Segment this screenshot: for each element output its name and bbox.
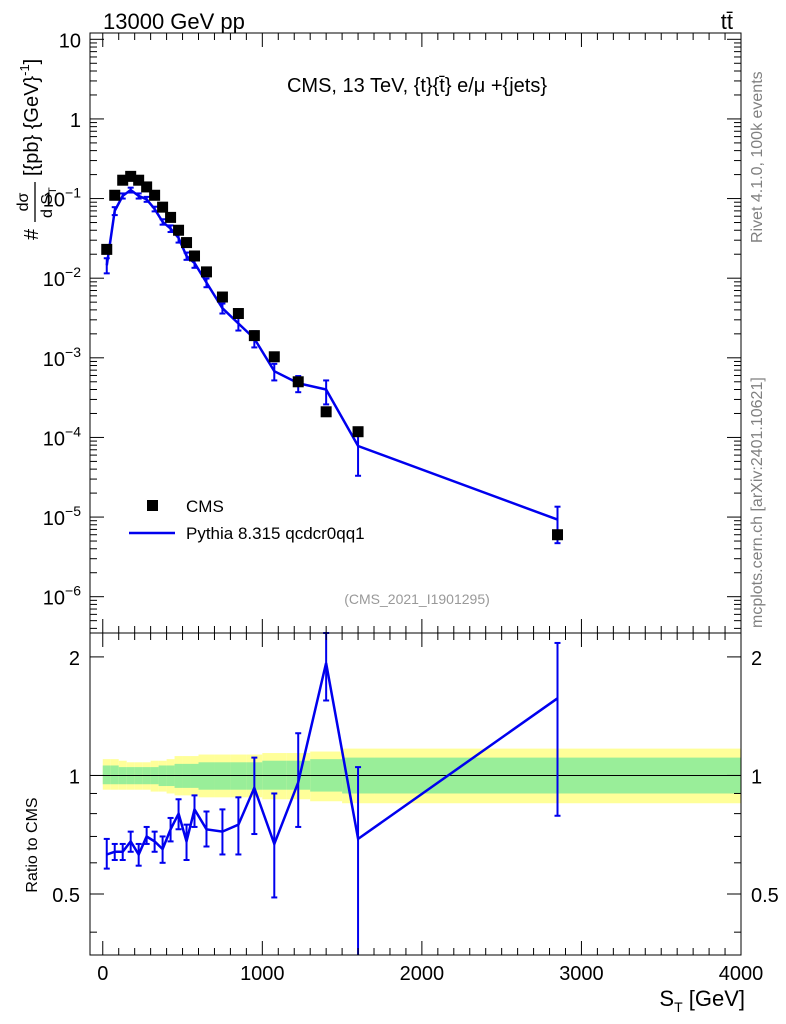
data-point — [133, 174, 145, 186]
y-tick-label-exponent: −6 — [65, 583, 81, 599]
x-label-main: S — [659, 986, 674, 1011]
y-tick-label: 10 — [59, 30, 81, 52]
x-label-sub: T — [674, 999, 683, 1015]
y-tick-label: 10−4 — [43, 423, 81, 450]
y-tick-label-exponent: −3 — [65, 344, 81, 360]
data-point — [248, 330, 260, 342]
y-label-denominator: d S — [39, 194, 56, 218]
data-point — [109, 189, 121, 201]
x-label-unit: [GeV] — [683, 986, 745, 1011]
y-tick-label: 10−5 — [43, 503, 81, 530]
ratio-stat-band — [198, 762, 215, 790]
header-left: 13000 GeV pp — [103, 9, 245, 34]
chart-title: CMS, 13 TeV, {t}{t̄} e/μ +{jets} — [287, 75, 547, 97]
ratio-stat-band — [110, 765, 119, 785]
y-tick-label: 10−1 — [43, 185, 81, 212]
svg-text:dσ: dσ — [15, 192, 32, 211]
data-point — [141, 181, 153, 193]
y-axis-label: # dσ d ST [{pb} {GeV}-1] — [15, 59, 59, 240]
y-label-prefix: # — [21, 228, 43, 240]
y-tick-label-base: 10 — [43, 588, 65, 610]
data-point — [216, 291, 228, 303]
x-tick-label: 2000 — [400, 963, 445, 985]
ratio-y-tick-label-right: 2 — [751, 648, 762, 670]
ratio-y-tick-label: 0.5 — [52, 885, 80, 907]
y-tick-label-base: 10 — [43, 428, 65, 450]
y-label-unit: [{pb} {GeV} — [21, 76, 43, 176]
y-label-numerator: dσ — [15, 192, 32, 211]
x-tick-label: 0 — [97, 963, 108, 985]
y-tick-label-base: 10 — [43, 508, 65, 530]
data-point — [189, 250, 201, 262]
y-label-unit-sup: -1 — [17, 64, 32, 76]
ratio-y-label: Ratio to CMS — [24, 797, 41, 892]
header-right: tt̄ — [721, 9, 733, 34]
y-label-close: ] — [21, 59, 43, 65]
main-frame — [89, 32, 742, 634]
y-tick-label-base: 10 — [43, 269, 65, 291]
ratio-y-tick-label-right: 0.5 — [751, 885, 779, 907]
data-point — [232, 308, 244, 320]
legend-label-pythia: Pythia 8.315 qcdcr0qq1 — [186, 524, 365, 543]
y-tick-label: 10−6 — [43, 583, 81, 610]
legend: CMS Pythia 8.315 qcdcr0qq1 — [129, 497, 365, 543]
ratio-y-tick-label: 1 — [69, 766, 80, 788]
data-point — [268, 351, 280, 363]
y-tick-label: 1 — [70, 110, 81, 132]
y-tick-label-exponent: −4 — [65, 423, 81, 439]
rivet-label: Rivet 4.1.0, 100k events — [749, 71, 766, 243]
y-tick-label-base: 10 — [43, 349, 65, 371]
data-point — [157, 201, 169, 213]
y-label-denominator-sub: T — [47, 187, 59, 194]
x-axis-label: ST [GeV] — [659, 986, 745, 1015]
ratio-stat-band — [102, 765, 111, 785]
y-tick-label-base: 10 — [43, 190, 65, 212]
data-point — [149, 189, 161, 201]
mcplots-label: mcplots.cern.ch [arXiv:2401.10621] — [749, 377, 766, 628]
ratio-stat-band — [230, 762, 247, 790]
data-point — [125, 170, 137, 182]
y-tick-label-exponent: −5 — [65, 503, 81, 519]
data-point — [101, 243, 113, 255]
svg-text:[{pb} {GeV}-1]: [{pb} {GeV}-1] — [17, 59, 43, 176]
ratio-y-tick-label-right: 1 — [751, 766, 762, 788]
legend-label-cms: CMS — [186, 497, 224, 516]
y-tick-label-exponent: −1 — [65, 185, 81, 201]
mc-series-line — [105, 188, 558, 521]
y-tick-label-exponent: −2 — [65, 264, 81, 280]
data-point — [352, 426, 364, 438]
svg-text:#: # — [21, 228, 43, 240]
data-point — [165, 211, 177, 223]
data-point — [117, 174, 129, 186]
ratio-frame — [89, 632, 742, 956]
x-tick-label: 4000 — [719, 963, 764, 985]
x-tick-label: 1000 — [240, 963, 285, 985]
data-point — [173, 224, 185, 236]
svg-text:d ST: d ST — [39, 187, 59, 218]
legend-marker-cms — [147, 500, 158, 511]
ratio-stat-band — [214, 762, 231, 790]
analysis-label: (CMS_2021_I1901295) — [344, 591, 490, 607]
y-tick-label: 10−3 — [43, 344, 81, 371]
data-point — [552, 529, 564, 541]
y-tick-label: 10−2 — [43, 264, 81, 291]
data-point — [200, 266, 212, 278]
data-point — [181, 237, 193, 249]
ratio-y-tick-label: 2 — [69, 648, 80, 670]
data-point — [320, 406, 332, 418]
data-point — [292, 376, 304, 388]
x-tick-label: 3000 — [559, 963, 604, 985]
